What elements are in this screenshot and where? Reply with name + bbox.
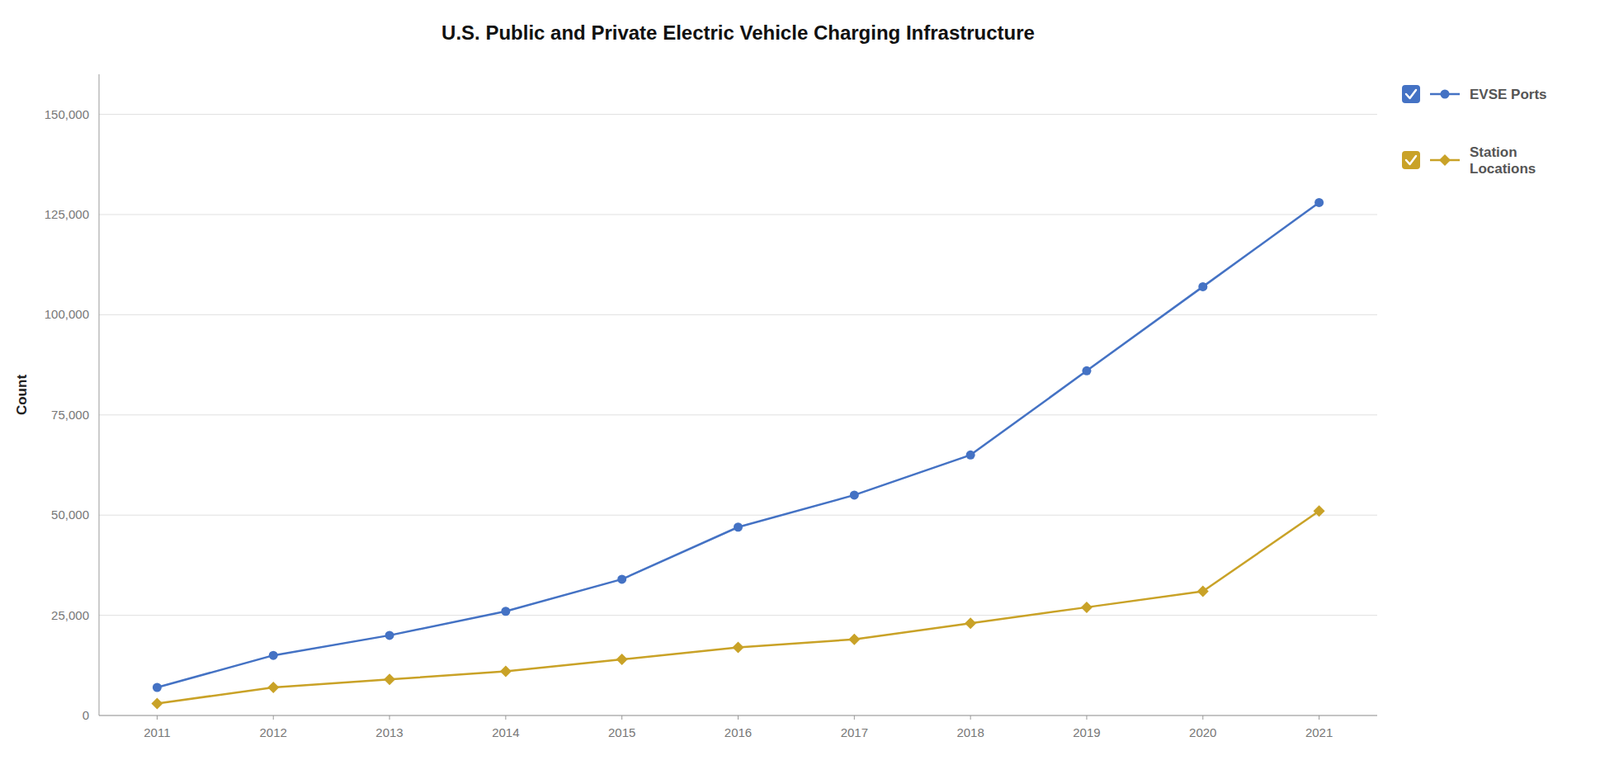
plot-area <box>151 198 1325 710</box>
point <box>617 574 627 584</box>
grid-line <box>99 414 1378 416</box>
point <box>616 653 628 666</box>
point <box>1198 282 1208 292</box>
x-tick <box>854 715 855 720</box>
legend-label: StationLocations <box>1469 144 1536 177</box>
grid-line <box>99 213 1378 215</box>
y-tick-label: 150,000 <box>44 107 90 122</box>
x-tick-label: 2011 <box>143 725 170 740</box>
y-tick-label: 125,000 <box>44 207 90 222</box>
point <box>152 683 162 693</box>
point <box>1313 505 1326 517</box>
x-tick <box>1085 715 1087 720</box>
point <box>1197 585 1209 597</box>
x-tick-label: 2013 <box>375 725 403 740</box>
y-tick-label: 50,000 <box>51 507 90 522</box>
x-tick <box>1202 715 1204 720</box>
x-tick-label: 2015 <box>608 725 636 740</box>
x-tick <box>621 715 623 720</box>
grid-line <box>99 314 1378 316</box>
x-tick-label: 2016 <box>724 725 752 740</box>
chart: U.S. Public and Private Electric Vehicle… <box>0 0 1600 765</box>
legend-checkmark <box>1406 89 1416 99</box>
point <box>500 606 510 616</box>
point <box>267 681 279 694</box>
series-line <box>156 202 1319 688</box>
point <box>964 617 977 629</box>
x-tick-label: 2021 <box>1305 725 1333 740</box>
x-tick-label: 2012 <box>259 725 288 740</box>
x-tick <box>505 715 506 720</box>
x-tick <box>156 715 158 720</box>
point <box>1081 366 1091 376</box>
legend-checkbox[interactable] <box>1401 151 1421 170</box>
x-tick-label: 2014 <box>491 725 520 740</box>
y-axis-label: Count <box>14 374 30 416</box>
legend: EVSE Ports StationLocations <box>1401 84 1548 177</box>
point <box>1080 601 1093 614</box>
point <box>966 450 976 460</box>
x-tick-label: 2017 <box>840 725 869 740</box>
x-tick <box>737 715 739 720</box>
point <box>383 673 396 685</box>
legend-label: EVSE Ports <box>1469 86 1548 103</box>
point <box>500 665 512 678</box>
point <box>732 641 745 653</box>
y-tick-label: 75,000 <box>51 407 90 422</box>
series-line <box>156 510 1319 704</box>
legend-checkmark <box>1406 155 1416 165</box>
point <box>848 633 860 646</box>
grid-line <box>99 514 1378 516</box>
x-tick <box>389 715 391 720</box>
y-tick-label: 100,000 <box>44 306 90 321</box>
chart-container: U.S. Public and Private Electric Vehicle… <box>0 0 1600 765</box>
grid-line <box>99 113 1378 115</box>
x-tick-label: 2019 <box>1072 725 1100 740</box>
y-tick-label: 0 <box>82 707 90 723</box>
point <box>151 697 163 709</box>
y-tick-label: 25,000 <box>51 608 90 623</box>
y-axis-line <box>99 74 100 716</box>
legend-marker <box>1439 154 1451 166</box>
x-tick <box>970 715 972 720</box>
legend-checkbox[interactable] <box>1401 84 1421 104</box>
x-tick <box>1318 715 1320 720</box>
x-tick-label: 2020 <box>1189 725 1217 740</box>
point <box>385 630 395 640</box>
point <box>733 522 743 532</box>
grid-line <box>99 614 1378 616</box>
title: U.S. Public and Private Electric Vehicle… <box>441 21 1035 44</box>
point <box>269 651 279 661</box>
x-tick <box>273 715 274 720</box>
point <box>1314 198 1324 208</box>
legend-marker <box>1440 89 1450 100</box>
grid <box>99 114 1378 716</box>
x-tick-label: 2018 <box>956 725 984 740</box>
point <box>849 490 859 500</box>
